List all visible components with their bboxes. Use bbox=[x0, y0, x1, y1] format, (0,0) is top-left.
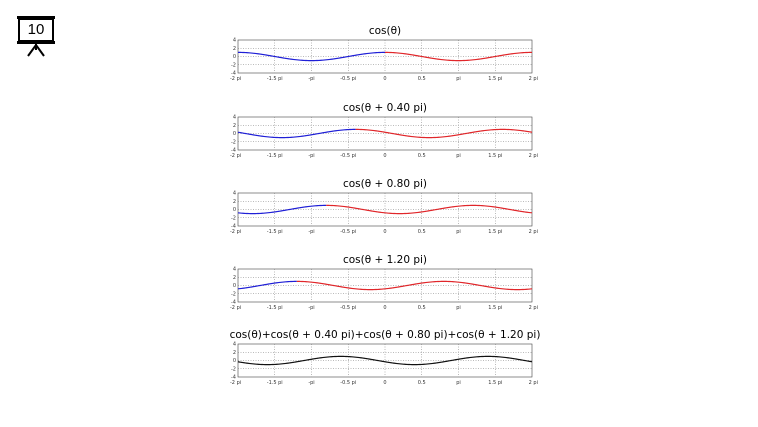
x-tick-label: -1.5 pi bbox=[267, 76, 283, 82]
x-tick-label: -2 pi bbox=[230, 229, 241, 235]
y-tick-label: -4 bbox=[231, 300, 236, 306]
y-tick-label: 4 bbox=[233, 267, 236, 273]
x-tick-label: 1.5 pi bbox=[488, 305, 502, 311]
x-tick-label: pi bbox=[456, 76, 461, 82]
y-tick-label: -2 bbox=[231, 291, 236, 297]
x-tick-label: -0.5 pi bbox=[340, 153, 356, 159]
plot-cos-theta: cos(θ) 4 2 0 -2 -4 -2 pi -1.5 pi -pi -0.5 pi 0 0.5 p… bbox=[228, 20, 538, 82]
plot-cos-theta-plus-080pi: cos(θ + 0.80 pi) 4 2 0 -2 -4 -2 pi -1.5 pi -pi -0… bbox=[228, 173, 538, 235]
x-tick-label: 0 bbox=[383, 76, 386, 82]
y-tick-label: 2 bbox=[233, 46, 236, 52]
x-tick-label: pi bbox=[456, 305, 461, 311]
x-tick-label: 0 bbox=[383, 153, 386, 159]
x-tick-label: -pi bbox=[308, 305, 314, 311]
y-tick-label: -4 bbox=[231, 224, 236, 230]
x-tick-label: 1.5 pi bbox=[488, 76, 502, 82]
x-tick-label: 1.5 pi bbox=[488, 153, 502, 159]
x-tick-label: -2 pi bbox=[230, 305, 241, 311]
x-tick-label: 1.5 pi bbox=[488, 380, 502, 386]
x-tick-label: -1.5 pi bbox=[267, 305, 283, 311]
y-tick-label: 4 bbox=[233, 115, 236, 121]
x-tick-label: -2 pi bbox=[230, 380, 241, 386]
x-tick-label: -0.5 pi bbox=[340, 380, 356, 386]
x-tick-label: 2 pi bbox=[529, 153, 538, 159]
x-tick-label: 2 pi bbox=[529, 229, 538, 235]
series-line-blue bbox=[238, 51, 385, 62]
x-tick-label: -pi bbox=[308, 229, 314, 235]
y-tick-label: -2 bbox=[231, 139, 236, 145]
x-tick-label: 2 pi bbox=[529, 76, 538, 82]
chart-svg: cos(θ + 1.20 pi) 4 2 0 -2 -4-2 pi -1.5 pi -pi -0… bbox=[230, 254, 538, 311]
series-line-blue bbox=[237, 128, 356, 139]
presentation-screen-icon bbox=[17, 16, 55, 57]
series-line-red bbox=[326, 204, 533, 215]
y-tick-label: 0 bbox=[233, 207, 236, 213]
y-tick-label: 2 bbox=[233, 199, 236, 205]
x-tick-label: -0.5 pi bbox=[340, 305, 356, 311]
y-tick-label: 0 bbox=[233, 54, 236, 60]
x-tick-label: -pi bbox=[308, 153, 314, 159]
y-tick-label: 0 bbox=[233, 131, 236, 137]
x-tick-label: 0 bbox=[383, 305, 386, 311]
chart-svg: cos(θ)+cos(θ + 0.40 pi)+cos(θ + 0.80 pi)… bbox=[230, 329, 541, 386]
y-tick-label: 4 bbox=[233, 38, 236, 44]
x-tick-label: 0.5 bbox=[418, 76, 426, 82]
y-tick-label: 0 bbox=[233, 283, 236, 289]
y-tick-label: -4 bbox=[231, 71, 236, 77]
y-tick-label: -4 bbox=[231, 148, 236, 154]
y-tick-label: 0 bbox=[233, 358, 236, 364]
slide-number: 10 bbox=[27, 21, 45, 38]
x-tick-label: -0.5 pi bbox=[340, 76, 356, 82]
series-line bbox=[237, 355, 533, 366]
series-line-blue bbox=[237, 280, 297, 290]
x-tick-label: 2 pi bbox=[529, 380, 538, 386]
y-tick-label: -2 bbox=[231, 62, 236, 68]
plot-cos-theta-plus-120pi: cos(θ + 1.20 pi) 4 2 0 -2 -4 -2 pi -1.5 pi -pi -0… bbox=[228, 249, 538, 311]
x-tick-label: -pi bbox=[308, 380, 314, 386]
series-line-red bbox=[385, 51, 532, 62]
x-tick-label: pi bbox=[456, 153, 461, 159]
series-line-red bbox=[355, 128, 533, 139]
x-tick-label: -1.5 pi bbox=[267, 229, 283, 235]
series-line-blue bbox=[237, 204, 327, 215]
x-tick-label: 0.5 bbox=[418, 380, 426, 386]
chart-svg: cos(θ + 0.40 pi) 4 2 0 -2 -4-2 pi -1.5 pi -pi -0… bbox=[230, 102, 538, 159]
y-tick-label: 4 bbox=[233, 342, 236, 348]
y-tick-label: 4 bbox=[233, 191, 236, 197]
x-tick-label: 0 bbox=[383, 229, 386, 235]
x-tick-label: 0.5 bbox=[418, 153, 426, 159]
y-tick-label: 2 bbox=[233, 275, 236, 281]
x-tick-label: pi bbox=[456, 380, 461, 386]
x-tick-label: 0.5 bbox=[418, 305, 426, 311]
chart-title: cos(θ) bbox=[369, 25, 401, 37]
plot-cos-theta-plus-040pi: cos(θ + 0.40 pi) 4 2 0 -2 -4 -2 pi -1.5 pi -pi -0… bbox=[228, 97, 538, 159]
y-tick-label: 2 bbox=[233, 350, 236, 356]
x-tick-label: pi bbox=[456, 229, 461, 235]
chart-svg: cos(θ) 4 2 0 -2 -4-2 pi -1.5 pi -pi -0.5 pi 0 0.5 p… bbox=[230, 25, 538, 82]
plot-sum-of-cosines: cos(θ)+cos(θ + 0.40 pi)+cos(θ + 0.80 pi)… bbox=[228, 324, 541, 386]
x-tick-label: -1.5 pi bbox=[267, 380, 283, 386]
x-tick-label: 1.5 pi bbox=[488, 229, 502, 235]
y-tick-label: -2 bbox=[231, 215, 236, 221]
x-tick-label: 0.5 bbox=[418, 229, 426, 235]
chart-title: cos(θ + 1.20 pi) bbox=[343, 254, 427, 266]
x-tick-label: -0.5 pi bbox=[340, 229, 356, 235]
x-tick-label: -pi bbox=[308, 76, 314, 82]
x-tick-label: 2 pi bbox=[529, 305, 538, 311]
chart-title: cos(θ)+cos(θ + 0.40 pi)+cos(θ + 0.80 pi)… bbox=[230, 329, 541, 341]
chart-title: cos(θ + 0.40 pi) bbox=[343, 102, 427, 114]
chart-title: cos(θ + 0.80 pi) bbox=[343, 178, 427, 190]
chart-svg: cos(θ + 0.80 pi) 4 2 0 -2 -4-2 pi -1.5 pi -pi -0… bbox=[230, 178, 538, 235]
x-tick-label: 0 bbox=[383, 380, 386, 386]
y-tick-label: -2 bbox=[231, 366, 236, 372]
series-line-red bbox=[296, 280, 533, 291]
y-tick-label: -4 bbox=[231, 375, 236, 381]
y-tick-label: 2 bbox=[233, 123, 236, 129]
x-tick-label: -2 pi bbox=[230, 153, 241, 159]
slide-number-badge bbox=[14, 14, 58, 58]
x-tick-label: -1.5 pi bbox=[267, 153, 283, 159]
x-tick-label: -2 pi bbox=[230, 76, 241, 82]
